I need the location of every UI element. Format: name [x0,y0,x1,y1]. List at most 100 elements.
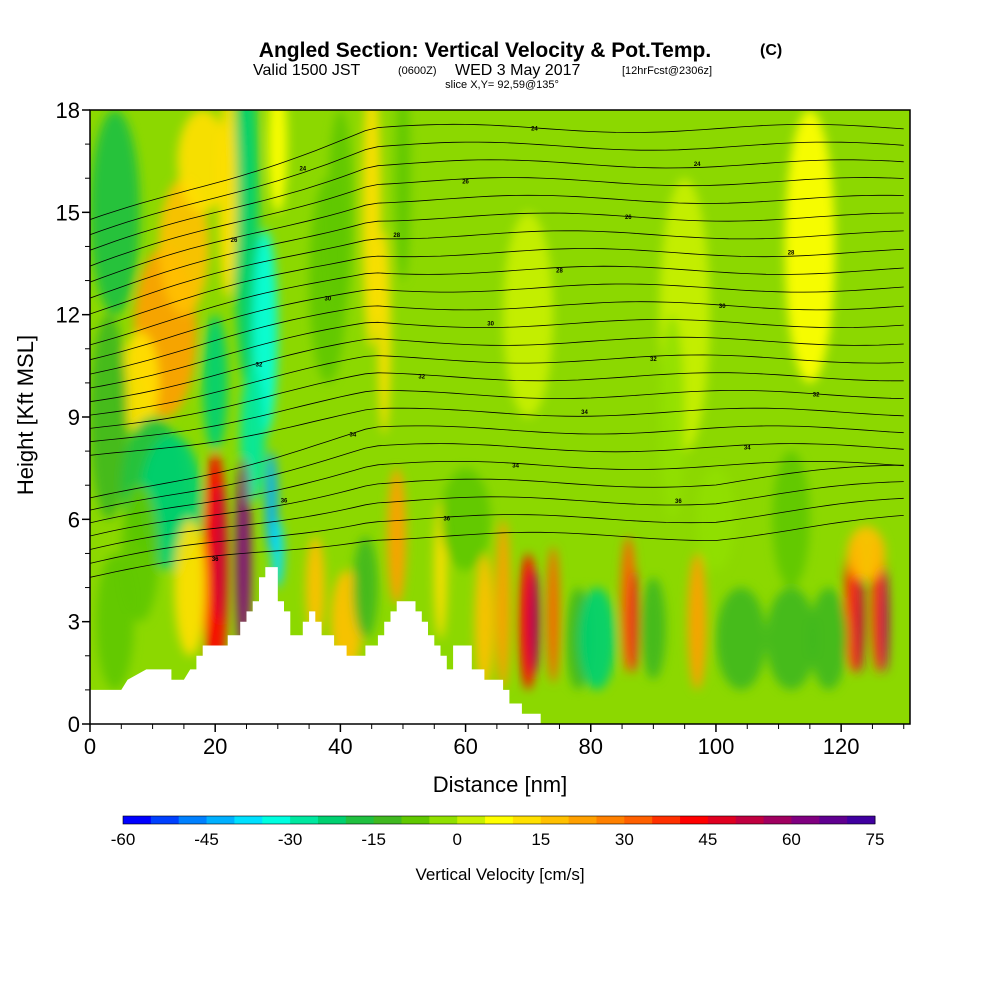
pot-temp-contour [90,141,904,236]
chart-title: Angled Section: Vertical Velocity & Pot.… [259,39,711,62]
colorbar-swatch [540,816,570,824]
pot-temp-contour [90,283,904,361]
contour-label: 36 [443,517,450,523]
colorbar-swatch [485,816,514,824]
contour-label: 28 [788,251,795,257]
colorbar-swatch [429,816,458,824]
contour-label: 24 [299,167,306,173]
velocity-cell [529,570,540,673]
pot-temp-contour [90,230,904,315]
colorbar-swatch [234,816,263,824]
colorbar-swatch [624,816,653,824]
contour-label: 32 [418,375,425,381]
contour-label: 28 [556,268,563,274]
colorbar-swatch [652,816,681,824]
contour-label: 30 [487,322,494,328]
y-tick-label: 6 [68,507,80,532]
velocity-cell [121,331,159,435]
colorbar-swatch [568,816,597,824]
contour-label: 36 [281,499,288,505]
contour-label: 34 [581,410,588,416]
pot-temp-contour [90,301,904,375]
velocity-cell [233,110,260,383]
pot-temp-contour [90,425,904,499]
y-tick-label: 12 [56,303,80,328]
velocity-cell [90,110,141,315]
velocity-cell [546,546,560,684]
colorbar-swatch [735,816,765,824]
pot-temp-contour [90,481,904,550]
svg-text:WED 3 May 2017: WED 3 May 2017 [455,62,580,79]
colorbar-tick-label: -30 [278,830,303,849]
velocity-cell [503,212,554,417]
x-tick-label: 60 [453,734,477,759]
colorbar-swatch [791,816,820,824]
colorbar-swatch [123,816,152,824]
velocity-cell [697,468,735,571]
contour-label: 30 [325,297,332,303]
pot-temp-contour [90,123,904,220]
vertical-velocity-field [90,110,889,690]
pot-temp-contours: 36 36 36 36 34 34 34 34 32 32 32 32 30 30 30 28 28 28 26 26… [90,123,904,578]
colorbar-swatch [819,816,848,824]
svg-text:Valid 1500 JST: Valid 1500 JST [253,62,361,79]
pot-temp-contour [90,194,904,283]
colorbar-tick-label: 30 [615,830,634,849]
colorbar-swatch [150,816,180,824]
velocity-cell [377,229,391,435]
contour-label: 26 [625,215,632,221]
y-axis: 0 3 6 9 12 15 18 [56,98,90,737]
y-tick-label: 9 [68,405,80,430]
terrain-mask [90,567,910,724]
colorbar-swatch [680,816,709,824]
colorbar-swatch [206,816,235,824]
contour-label: 36 [212,557,219,563]
velocity-cell [784,110,835,383]
x-tick-label: 40 [328,734,352,759]
pot-temp-contour [90,372,904,429]
velocity-cell [352,536,378,639]
velocity-cell [174,519,206,656]
colorbar-tick-label: 75 [866,830,885,849]
velocity-cell [202,314,228,452]
pot-temp-contour [90,336,904,403]
contour-label: 24 [694,162,701,168]
velocity-cell [362,110,382,349]
velocity-cell [495,519,511,690]
pot-temp-contour [90,460,904,524]
chart-title-units: (C) [760,42,782,59]
velocity-cell [387,468,407,605]
velocity-cell [772,451,810,588]
pot-temp-contour [90,248,904,330]
colorbar-tick-label: -60 [111,830,136,849]
pot-temp-contour [90,177,904,267]
x-tick-label: 0 [84,734,96,759]
contour-label: 30 [719,304,726,310]
pot-temp-contour [90,464,904,537]
x-tick-label: 120 [823,734,860,759]
chart-subtitle: Valid 1500 JST (0600Z) WED 3 May 2017 [1… [253,62,712,79]
x-tick-label: 20 [203,734,227,759]
velocity-cell [158,178,209,315]
colorbar-swatch [512,816,542,824]
velocity-cell [640,577,666,680]
contour-label: 24 [531,126,538,132]
colorbar-swatch [317,816,347,824]
contour-label: 28 [393,233,400,239]
velocity-cell [659,314,685,520]
velocity-cell [440,468,491,571]
colorbar-tick-label: 60 [782,830,801,849]
colorbar-label: Vertical Velocity [cm/s] [415,865,584,884]
velocity-cell [687,553,707,690]
pot-temp-contour [90,497,904,564]
velocity-cell [395,110,411,281]
pot-temp-contour [90,212,904,299]
colorbar-swatch [373,816,403,824]
pot-temp-contour [90,159,904,251]
colorbar-swatch [763,816,792,824]
colorbar-swatch [290,816,319,824]
slice-label: slice X,Y= 92,59@135° [445,79,559,91]
colorbar-swatch [401,816,430,824]
velocity-cell [766,587,817,690]
colorbar-swatch [345,816,375,824]
